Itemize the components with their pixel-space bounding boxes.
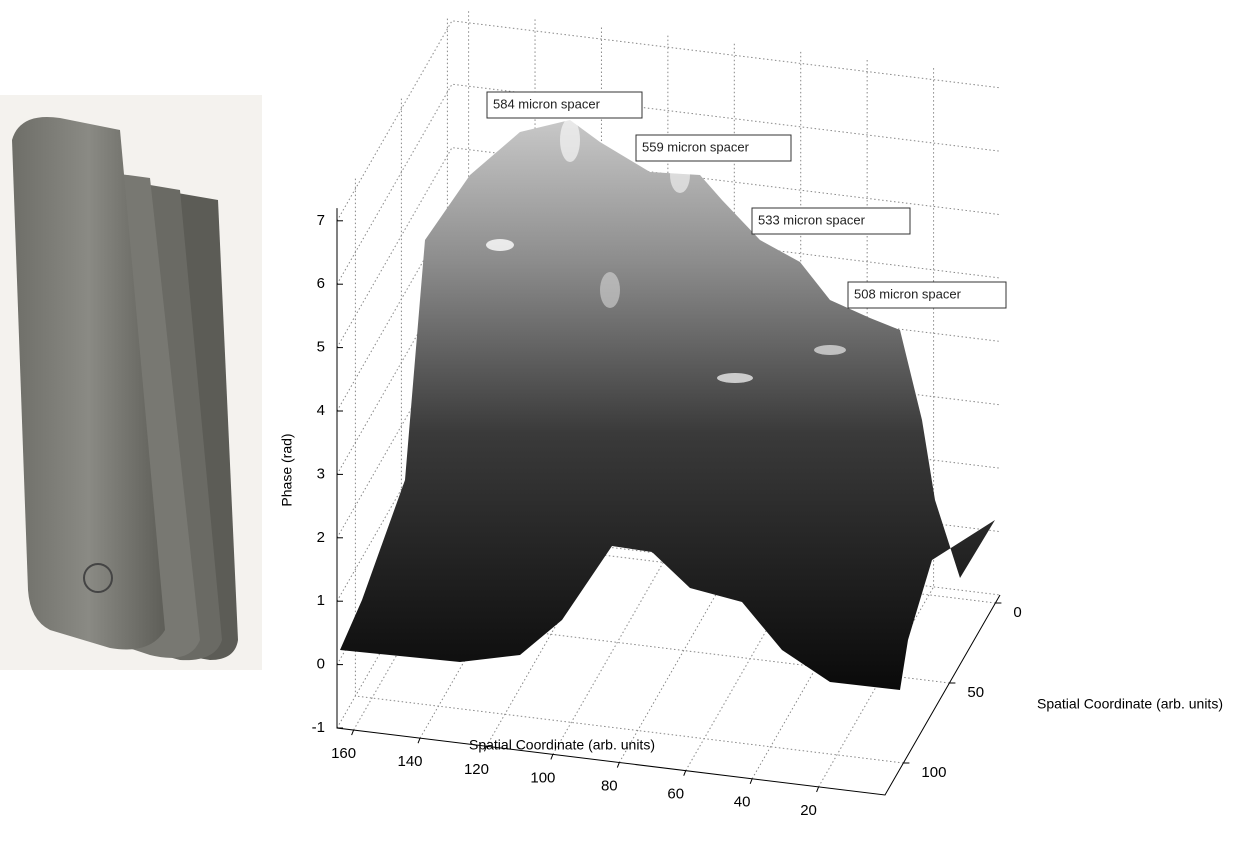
y-tick-label: 50 bbox=[967, 684, 984, 701]
x-tick bbox=[418, 738, 420, 743]
figure: 160 140 120 100 80 60 40 20 0 50 100 -1 0 1 2 3 4 5 6 7 Spat… bbox=[0, 0, 1260, 842]
z-tick-label: 3 bbox=[317, 465, 325, 482]
x-tick bbox=[684, 771, 686, 776]
z-tick-label: 2 bbox=[317, 529, 325, 546]
z-tick-label: 4 bbox=[317, 402, 325, 419]
x-axis-label: Spatial Coordinate (arb. units) bbox=[469, 737, 655, 753]
annotation: 508 micron spacer bbox=[854, 286, 962, 301]
x-tick-label: 60 bbox=[667, 786, 684, 803]
z-tick-label: 6 bbox=[317, 275, 325, 292]
y-tick-label: 0 bbox=[1013, 604, 1021, 621]
x-tick-label: 80 bbox=[601, 777, 618, 794]
x-tick-label: 120 bbox=[464, 761, 489, 778]
annotation: 584 micron spacer bbox=[493, 96, 601, 111]
x-tick-label: 100 bbox=[530, 769, 555, 786]
annotation: 559 micron spacer bbox=[642, 139, 750, 154]
z-tick-label: 1 bbox=[317, 592, 325, 609]
z-tick-label: -1 bbox=[312, 719, 325, 736]
annotation: 533 micron spacer bbox=[758, 212, 866, 227]
surface bbox=[340, 118, 995, 690]
z-tick-label: 5 bbox=[317, 339, 325, 356]
x-tick-label: 160 bbox=[331, 745, 356, 762]
photo-feeler-gauge bbox=[0, 95, 262, 670]
x-tick bbox=[817, 787, 819, 792]
x-tick bbox=[617, 763, 619, 768]
z-tick-label: 7 bbox=[317, 212, 325, 229]
y-axis-label: Spatial Coordinate (arb. units) bbox=[1037, 696, 1223, 712]
x-tick bbox=[750, 779, 752, 784]
x-tick bbox=[551, 754, 553, 759]
z-axis-label: Phase (rad) bbox=[279, 433, 295, 506]
z-tick-label: 0 bbox=[317, 656, 325, 673]
x-tick-label: 20 bbox=[800, 802, 817, 819]
x-tick bbox=[352, 730, 354, 735]
y-tick-label: 100 bbox=[921, 764, 946, 781]
x-tick-label: 140 bbox=[398, 753, 423, 770]
x-tick-label: 40 bbox=[734, 794, 751, 811]
